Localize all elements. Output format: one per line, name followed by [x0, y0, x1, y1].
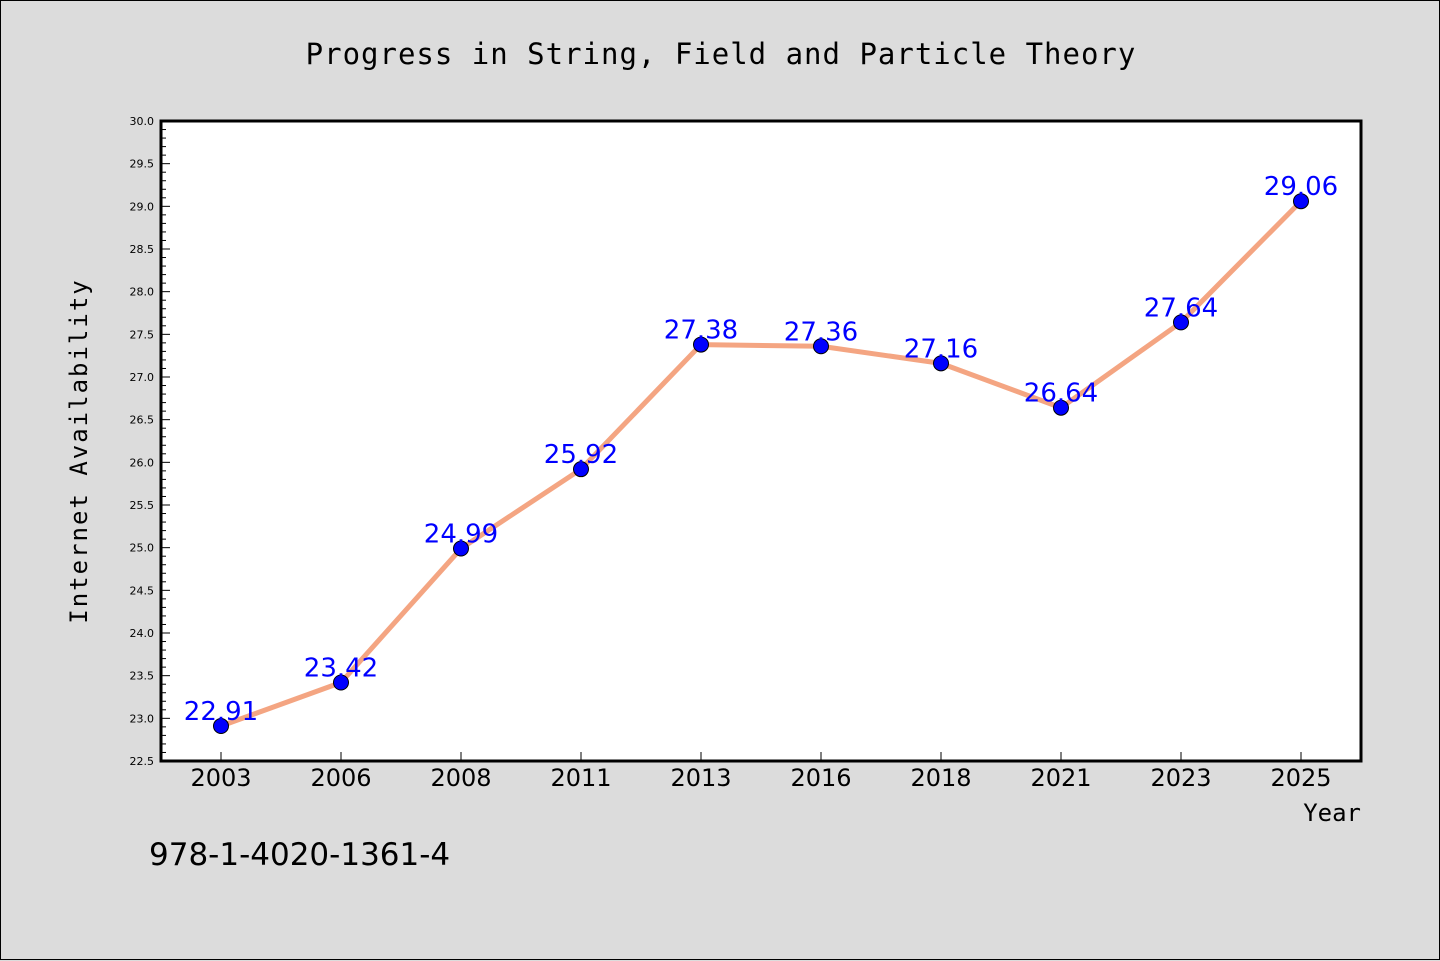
isbn-text: 978-1-4020-1361-4 — [149, 837, 450, 873]
x-tick-label: 2021 — [1030, 764, 1091, 792]
y-axis-label: Internet Availability — [65, 278, 93, 623]
y-tick-label: 29.5 — [130, 158, 155, 171]
y-tick-label: 28.0 — [130, 286, 155, 299]
data-point — [333, 674, 349, 691]
data-label: 29.06 — [1264, 172, 1338, 202]
data-label: 26.64 — [1024, 379, 1098, 409]
data-label: 25.92 — [544, 440, 618, 470]
y-tick-label: 22.5 — [130, 755, 155, 768]
y-tick-label: 27.0 — [130, 371, 155, 384]
y-tick-label: 26.5 — [130, 414, 155, 427]
data-label: 24.99 — [424, 520, 498, 550]
data-point — [1053, 399, 1069, 416]
y-axis: 22.5 23.0 23.5 24.0 24.5 25.0 25.5 26.0 26.5 27.0… — [130, 115, 170, 768]
y-tick-label: 23.5 — [130, 670, 155, 683]
x-axis-label: Year — [1303, 799, 1361, 827]
x-tick-label: 2018 — [910, 764, 971, 792]
y-tick-label: 26.0 — [130, 456, 155, 469]
y-tick-label: 28.5 — [130, 243, 155, 256]
data-point — [933, 355, 949, 372]
data-point — [1293, 193, 1309, 210]
y-tick-label: 29.0 — [130, 200, 155, 213]
y-tick-label: 24.0 — [130, 627, 155, 640]
x-tick-label: 2023 — [1150, 764, 1211, 792]
plot-area — [159, 119, 1363, 763]
data-label: 22.91 — [184, 697, 258, 727]
data-point — [573, 461, 589, 478]
data-point — [453, 540, 469, 557]
y-tick-label: 30.0 — [130, 115, 155, 128]
chart-title: Progress in String, Field and Particle T… — [306, 37, 1137, 71]
x-tick-label: 2003 — [190, 764, 251, 792]
y-tick-label: 24.5 — [130, 584, 155, 597]
y-tick-label: 23.0 — [130, 712, 155, 725]
y-tick-label: 25.5 — [130, 499, 155, 512]
x-tick-label: 2011 — [550, 764, 611, 792]
y-tick-label: 25.0 — [130, 542, 155, 555]
data-label: 27.16 — [904, 334, 978, 364]
y-tick-label: 27.5 — [130, 328, 155, 341]
series-layer: 22.91 23.42 24.99 25.92 27.38 27.36 27.16 26.64… — [184, 172, 1338, 735]
x-axis: 2003 2006 2008 2011 2013 2016 2018 2021 2023 2025 — [190, 752, 1332, 792]
data-label: 27.36 — [784, 317, 858, 347]
x-tick-label: 2006 — [310, 764, 371, 792]
data-label: 23.42 — [304, 653, 378, 683]
series-line — [218, 198, 1304, 729]
x-tick-label: 2025 — [1270, 764, 1331, 792]
x-tick-label: 2016 — [790, 764, 851, 792]
x-tick-label: 2013 — [670, 764, 731, 792]
data-point — [813, 338, 829, 355]
data-point — [693, 336, 709, 353]
data-label: 27.38 — [664, 316, 738, 346]
x-tick-label: 2008 — [430, 764, 491, 792]
data-label: 27.64 — [1144, 293, 1218, 323]
data-point — [1173, 314, 1189, 331]
data-point — [213, 718, 229, 735]
